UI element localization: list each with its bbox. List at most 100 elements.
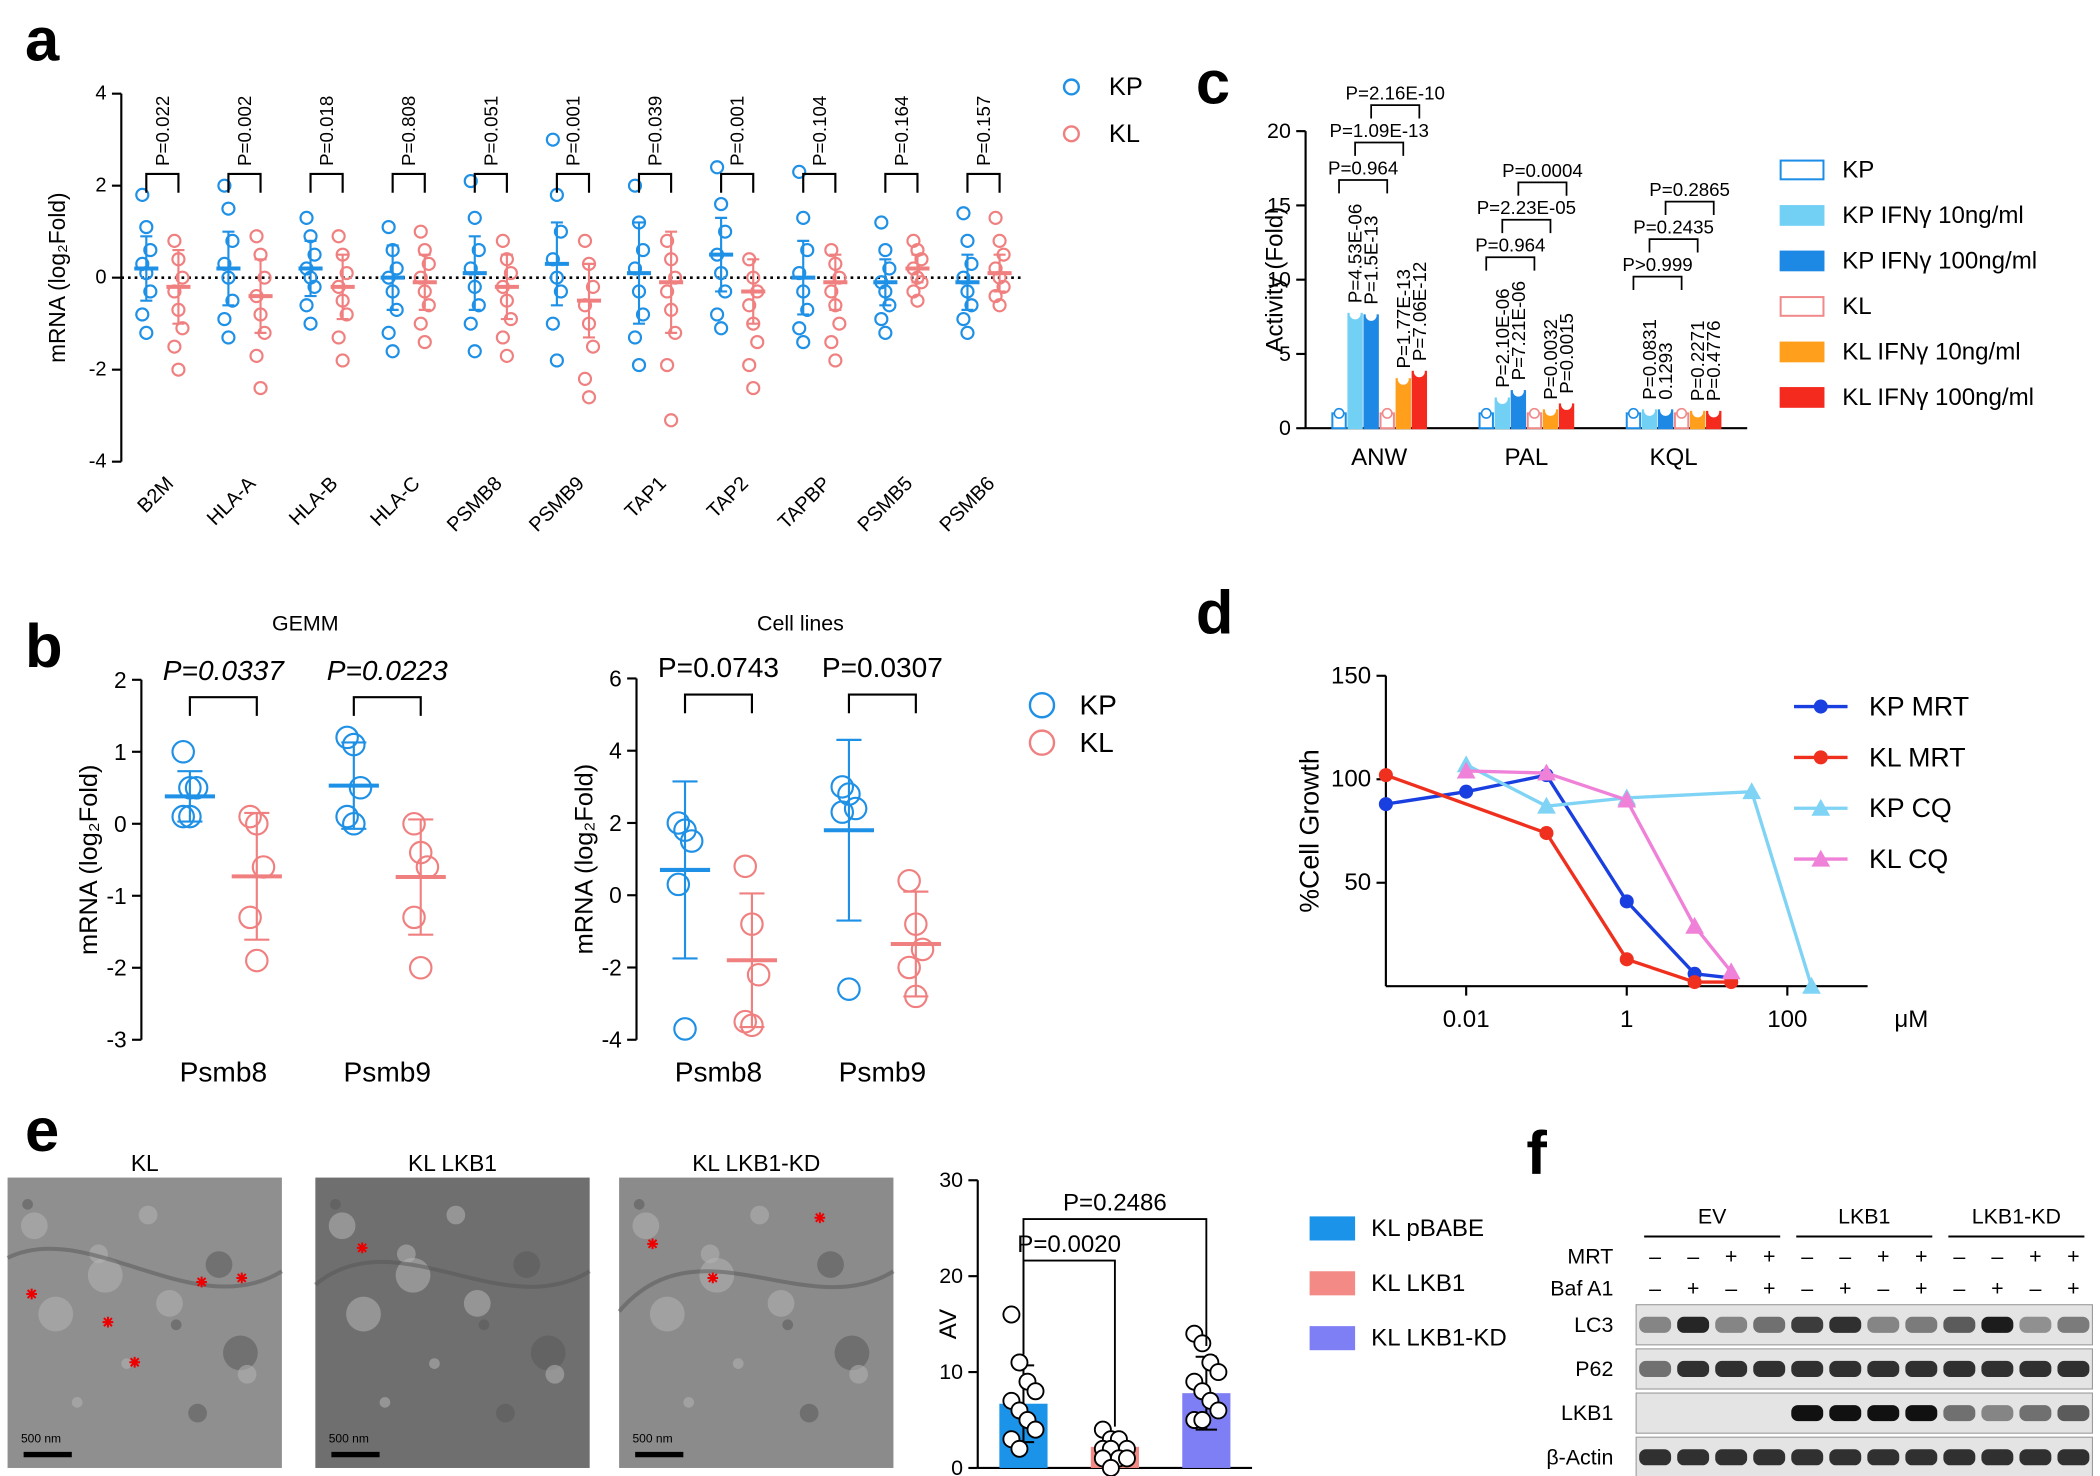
texture bbox=[463, 1289, 491, 1317]
error-bar bbox=[879, 258, 892, 307]
band bbox=[1753, 1449, 1786, 1466]
data-point bbox=[660, 357, 675, 373]
p-label: P=0.0831 bbox=[1639, 319, 1660, 400]
texture bbox=[545, 1364, 565, 1384]
texture bbox=[782, 1319, 794, 1331]
data-point bbox=[660, 284, 675, 299]
band bbox=[1829, 1360, 1862, 1377]
legend-swatch bbox=[1779, 250, 1825, 272]
data-point bbox=[221, 201, 236, 216]
bar bbox=[1363, 314, 1379, 430]
blot-strip bbox=[1635, 1436, 2093, 1476]
data-point bbox=[1687, 975, 1702, 990]
x-unit: μM bbox=[1894, 1006, 1928, 1033]
condition-sign: + bbox=[1877, 1245, 1890, 1269]
band bbox=[1981, 1360, 2014, 1377]
data-point bbox=[1378, 797, 1393, 812]
data-point bbox=[800, 302, 815, 317]
bracket bbox=[1501, 218, 1552, 234]
error-bar bbox=[550, 221, 563, 307]
data-point bbox=[339, 265, 354, 281]
data-point bbox=[143, 242, 158, 258]
error-bar bbox=[244, 811, 270, 941]
texture bbox=[834, 1335, 870, 1371]
x-tick-label: ANW bbox=[1351, 444, 1407, 471]
p-label: P=0.0032 bbox=[1540, 319, 1561, 400]
legend-marker bbox=[1813, 750, 1828, 765]
bracket bbox=[473, 172, 508, 193]
bracket bbox=[637, 172, 673, 193]
texture bbox=[817, 1251, 844, 1278]
condition-sign: + bbox=[2067, 1277, 2080, 1301]
p-label: 0.1293 bbox=[1655, 342, 1676, 399]
data-point bbox=[389, 261, 404, 276]
data-point bbox=[175, 321, 190, 336]
micrograph bbox=[6, 1177, 283, 1468]
bar-dot bbox=[1676, 407, 1688, 419]
data-point bbox=[660, 233, 675, 248]
bracket bbox=[309, 172, 344, 193]
membrane bbox=[6, 1246, 283, 1289]
data-point bbox=[545, 132, 560, 147]
condition-sign: – bbox=[1801, 1277, 1813, 1301]
data-point bbox=[553, 284, 568, 299]
data-point bbox=[467, 344, 482, 359]
data-point bbox=[828, 353, 843, 368]
error-bar bbox=[993, 253, 1006, 293]
data-point bbox=[1619, 952, 1634, 967]
data-point bbox=[1685, 916, 1704, 934]
data-point bbox=[992, 233, 1007, 248]
data-point bbox=[421, 256, 436, 271]
data-point bbox=[139, 219, 154, 235]
asterisk bbox=[129, 1356, 141, 1368]
y-tick-label: 0 bbox=[609, 882, 622, 908]
condition-sign: – bbox=[1649, 1245, 1661, 1269]
error-bar bbox=[500, 253, 513, 321]
texture bbox=[188, 1403, 207, 1423]
error-bar bbox=[172, 248, 185, 325]
band bbox=[1791, 1405, 1824, 1422]
x-tick-label: TAP1 bbox=[621, 473, 671, 523]
y-tick-label: 20 bbox=[939, 1264, 963, 1288]
texture bbox=[478, 1319, 490, 1331]
data-point bbox=[171, 362, 186, 377]
panel-label: a bbox=[25, 6, 60, 75]
data-point bbox=[167, 339, 182, 354]
condition-label: MRT bbox=[1567, 1245, 1613, 1269]
p-value: P=0.022 bbox=[152, 96, 173, 166]
data-point bbox=[910, 937, 935, 962]
bracket bbox=[391, 172, 426, 193]
y-tick-label: 2 bbox=[114, 667, 127, 693]
band bbox=[1829, 1316, 1862, 1333]
data-point bbox=[503, 265, 518, 281]
data-point bbox=[249, 229, 264, 244]
data-point bbox=[1537, 763, 1556, 781]
y-tick-label: 2 bbox=[609, 810, 622, 836]
membrane bbox=[314, 1259, 591, 1289]
error-bar bbox=[665, 230, 678, 334]
band bbox=[1943, 1405, 1976, 1422]
data-point bbox=[139, 325, 154, 340]
data-point bbox=[1802, 976, 1821, 994]
data-point bbox=[714, 321, 729, 336]
bar-dot bbox=[1496, 393, 1508, 404]
condition-sign: – bbox=[1953, 1245, 1965, 1269]
error-bar bbox=[829, 253, 842, 311]
bracket bbox=[145, 172, 180, 193]
data-point bbox=[910, 293, 925, 308]
p-value: P=0.0307 bbox=[822, 652, 943, 683]
band bbox=[1905, 1360, 1938, 1377]
data-point bbox=[1619, 894, 1634, 909]
blot-group: LKB1-KD bbox=[1972, 1204, 2061, 1228]
texture bbox=[87, 1257, 123, 1293]
texture bbox=[750, 1205, 769, 1225]
legend-label: KL MRT bbox=[1869, 742, 1966, 772]
p-value: P=0.2486 bbox=[1063, 1190, 1167, 1217]
bracket bbox=[1632, 275, 1683, 290]
data-point bbox=[1193, 1411, 1212, 1429]
p-label: P=7.06E-12 bbox=[1409, 262, 1430, 361]
data-point bbox=[874, 215, 889, 230]
micrograph-label: KL LKB1 bbox=[408, 1150, 497, 1176]
data-point bbox=[897, 869, 921, 893]
